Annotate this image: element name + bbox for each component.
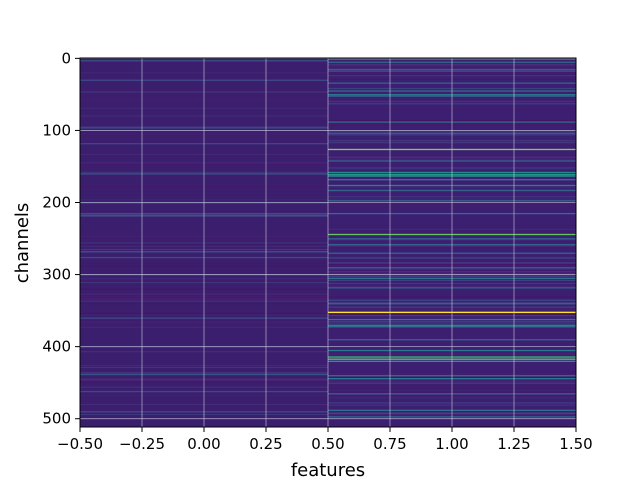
x-tick-label: 1.00 [435, 435, 468, 453]
y-tick-label: 300 [42, 266, 71, 284]
x-tick-label: 0.75 [373, 435, 406, 453]
y-tick-label: 0 [61, 49, 71, 67]
x-tick-label: 0.50 [311, 435, 344, 453]
x-tick-label: 0.25 [249, 435, 282, 453]
x-tick-label: 1.25 [497, 435, 530, 453]
y-tick-label: 100 [42, 121, 71, 139]
grid-lines [79, 57, 577, 427]
y-tick-label: 400 [42, 338, 71, 356]
x-axis-label: features [291, 460, 365, 480]
x-tick-label: −0.50 [57, 435, 103, 453]
x-tick-label: 1.50 [559, 435, 592, 453]
axes: −0.50 −0.25 0.00 0.25 0.50 0.75 1.00 1.25 1.50 0 1… [42, 49, 592, 453]
y-tick-label: 200 [42, 194, 71, 212]
x-tick-label: −0.25 [119, 435, 165, 453]
y-axis-label: channels [12, 203, 33, 284]
x-tick-label: 0.00 [187, 435, 220, 453]
y-tick-label: 500 [42, 410, 71, 428]
